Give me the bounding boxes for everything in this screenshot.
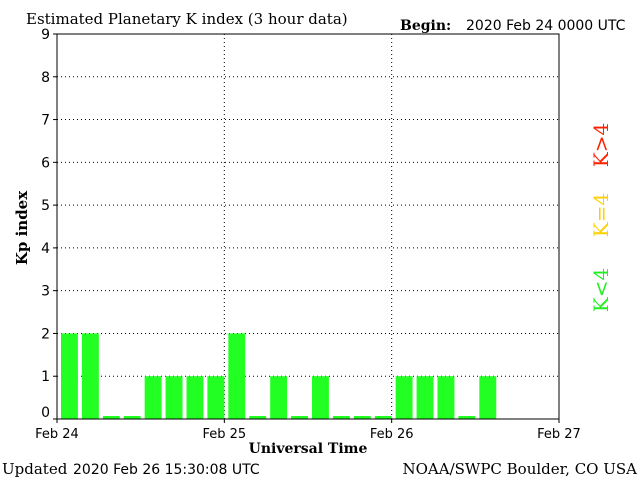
- legend-item: K=4: [589, 193, 613, 237]
- legend-item: K<4: [589, 268, 613, 312]
- kp-bar: [102, 416, 120, 419]
- kp-bar: [416, 376, 434, 419]
- x-tick-label: Feb 25: [202, 427, 246, 442]
- kp-bar: [437, 376, 455, 419]
- y-tick-label: 6: [41, 155, 50, 171]
- kp-bar: [249, 416, 267, 419]
- x-axis: Feb 24 Feb 25 Feb 26 Feb 27: [35, 419, 581, 442]
- kp-bar: [395, 376, 413, 419]
- y-tick-label: 0: [41, 405, 50, 421]
- kp-bar: [207, 376, 225, 419]
- bars-group: [61, 333, 497, 419]
- kp-bar: [353, 416, 371, 419]
- y-tick-label: 7: [41, 113, 50, 129]
- kp-bar: [123, 416, 141, 419]
- kp-bar: [332, 416, 350, 419]
- legend-item: K>4: [589, 123, 613, 167]
- kp-bar: [228, 333, 246, 419]
- kp-bar: [312, 376, 329, 419]
- y-tick-label: 2: [41, 326, 50, 342]
- kp-bar: [458, 416, 476, 419]
- kp-bar: [186, 376, 204, 419]
- kp-bar: [291, 416, 308, 419]
- begin-label: Begin:: [400, 18, 451, 34]
- kp-bar: [81, 333, 99, 419]
- y-axis: 0 1 2 3 4 5 6 7 8 9: [41, 27, 57, 421]
- grid-lines: [57, 34, 559, 419]
- y-tick-label: 8: [41, 70, 50, 86]
- updated-label: Updated: [2, 460, 68, 478]
- kp-bar: [374, 416, 392, 419]
- chart-title: Estimated Planetary K index (3 hour data…: [26, 10, 348, 28]
- y-tick-label: 1: [41, 369, 50, 385]
- x-tick-label: Feb 26: [370, 427, 414, 442]
- kp-bar: [270, 376, 288, 419]
- y-tick-label: 9: [41, 27, 50, 43]
- kp-bar: [479, 376, 497, 419]
- source-credit: NOAA/SWPC Boulder, CO USA: [402, 460, 637, 478]
- y-axis-label: Kp index: [13, 190, 31, 265]
- kp-bar: [61, 333, 78, 419]
- begin-value: 2020 Feb 24 0000 UTC: [466, 18, 626, 34]
- kp-bar: [144, 376, 162, 419]
- y-tick-label: 3: [41, 284, 50, 300]
- x-axis-label: Universal Time: [249, 441, 368, 457]
- updated-value: 2020 Feb 26 15:30:08 UTC: [73, 462, 260, 478]
- y-tick-label: 5: [41, 198, 50, 214]
- kp-bar: [165, 376, 183, 419]
- x-tick-label: Feb 24: [35, 427, 79, 442]
- x-tick-label: Feb 27: [537, 427, 581, 442]
- legend: K>4 K=4 K<4: [589, 123, 613, 312]
- y-tick-label: 4: [41, 241, 50, 257]
- plot-frame: [56, 33, 560, 420]
